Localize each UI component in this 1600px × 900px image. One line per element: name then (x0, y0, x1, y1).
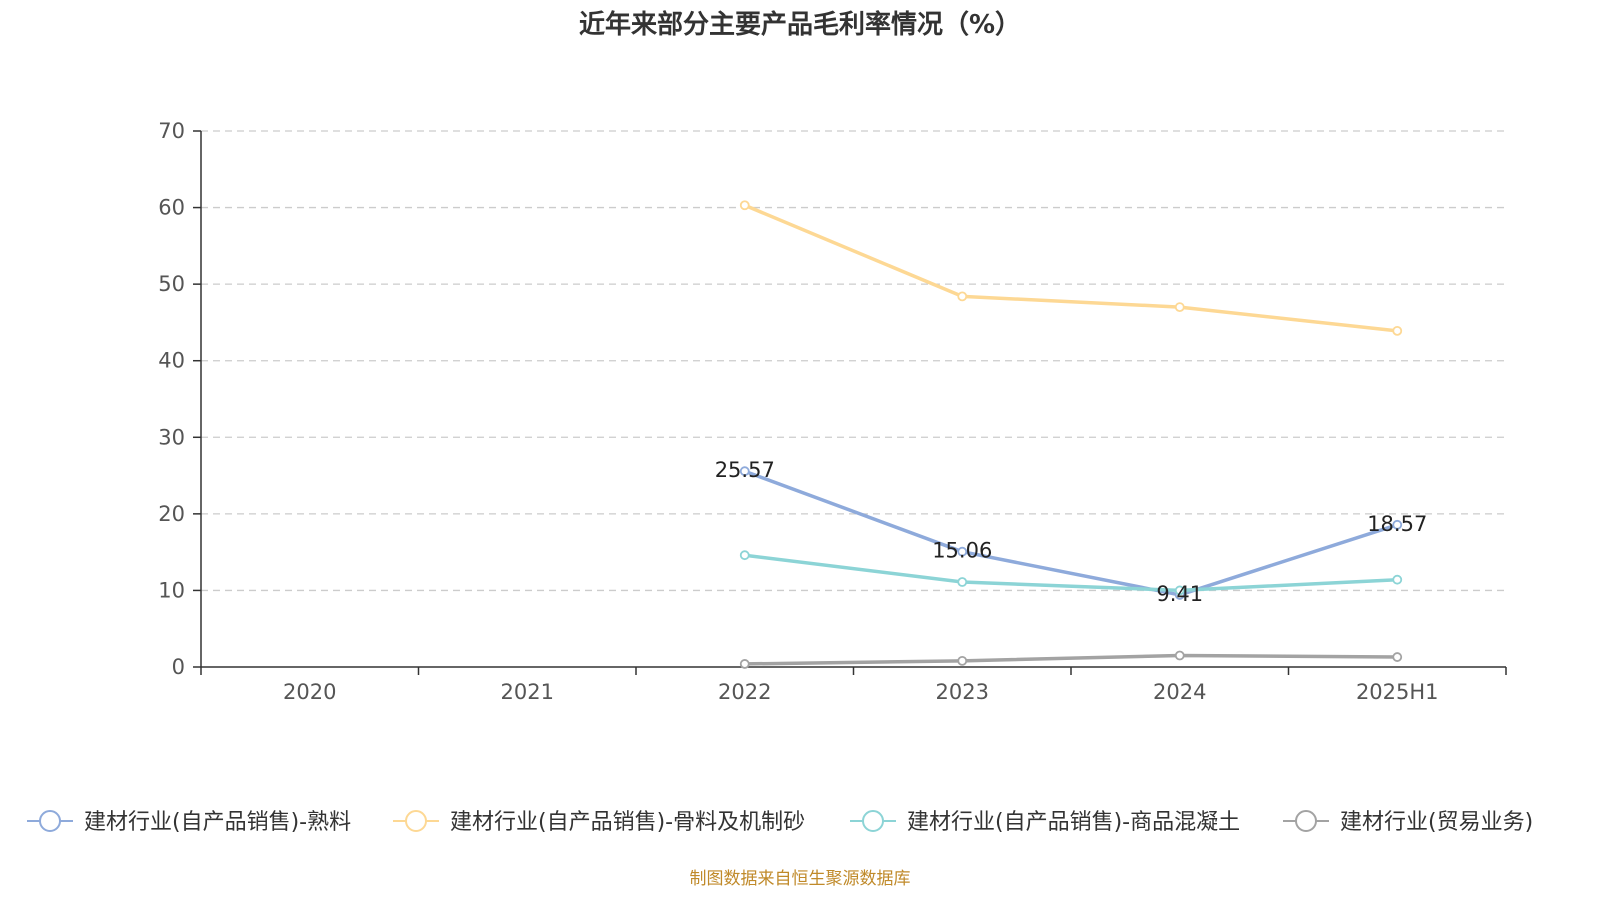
legend-label: 建材行业(贸易业务) (1340, 810, 1533, 835)
data-point (957, 291, 968, 302)
y-tick-label: 0 (172, 655, 185, 679)
series-line (743, 203, 1399, 333)
data-point (1392, 519, 1403, 530)
data-label: 25.57 (715, 458, 775, 482)
x-tick-label: 2024 (1153, 680, 1206, 704)
grid-lines (201, 130, 1506, 592)
data-label: 9.41 (1156, 582, 1203, 606)
series-line (743, 469, 1399, 597)
data-point (957, 577, 968, 587)
series-3 (739, 550, 1403, 596)
data-point (1392, 652, 1403, 662)
data-point (957, 546, 968, 557)
x-tick-label: 2020 (283, 680, 336, 704)
y-tick-label: 70 (158, 119, 185, 143)
x-tick-label: 2025H1 (1356, 680, 1439, 704)
y-tick-label: 20 (158, 502, 185, 526)
legend-label: 建材行业(自产品销售)-熟料 (84, 810, 351, 835)
y-tick-label: 40 (158, 349, 185, 373)
y-tick-label: 10 (158, 578, 185, 602)
legend-marker (39, 810, 61, 832)
legend-marker (1295, 810, 1317, 832)
legend-item-2[interactable]: 建材行业(自产品销售)-骨料及机制砂 (393, 810, 805, 835)
x-tick-label: 2021 (501, 680, 554, 704)
series-1 (739, 466, 1403, 600)
data-point (1392, 574, 1403, 585)
data-label: 15.06 (932, 539, 992, 563)
series-line (743, 553, 1399, 593)
data-labels: 25.57 15.06 9.41 18.57 (715, 458, 1428, 606)
axes: 0 10 20 30 40 50 60 70 2020 2021 2022 2023 2024 2025H… (158, 119, 1507, 704)
x-tick-label: 2023 (936, 680, 989, 704)
y-tick-label: 60 (158, 196, 185, 220)
legend-label: 建材行业(自产品销售)-商品混凝土 (907, 810, 1240, 835)
series-4 (739, 650, 1403, 669)
data-point (1392, 325, 1403, 336)
source-note: 制图数据来自恒生聚源数据库 (690, 869, 911, 889)
series-lines (739, 200, 1403, 669)
chart-title: 近年来部分主要产品毛利率情况（%） (579, 9, 1021, 40)
data-point (1174, 302, 1185, 313)
legend[interactable]: 建材行业(自产品销售)-熟料 建材行业(自产品销售)-骨料及机制砂 建材行业(自产品… (27, 810, 1533, 835)
data-point (957, 655, 968, 666)
legend-label: 建材行业(自产品销售)-骨料及机制砂 (450, 810, 805, 835)
data-point (1174, 585, 1185, 596)
series-2 (739, 200, 1403, 336)
legend-marker (862, 810, 884, 832)
y-tick-label: 30 (158, 425, 185, 449)
legend-item-3[interactable]: 建材行业(自产品销售)-商品混凝土 (850, 810, 1240, 835)
data-point (739, 659, 750, 669)
x-tick-label: 2022 (718, 680, 771, 704)
data-point (1174, 650, 1185, 661)
y-tick-label: 50 (158, 272, 185, 296)
data-point (739, 550, 750, 561)
series-line (743, 653, 1399, 666)
legend-item-4[interactable]: 建材行业(贸易业务) (1283, 810, 1533, 835)
data-point (739, 200, 750, 211)
data-point (739, 466, 750, 477)
legend-marker (405, 810, 427, 832)
legend-item-1[interactable]: 建材行业(自产品销售)-熟料 (27, 810, 351, 835)
data-label: 18.57 (1367, 512, 1427, 536)
